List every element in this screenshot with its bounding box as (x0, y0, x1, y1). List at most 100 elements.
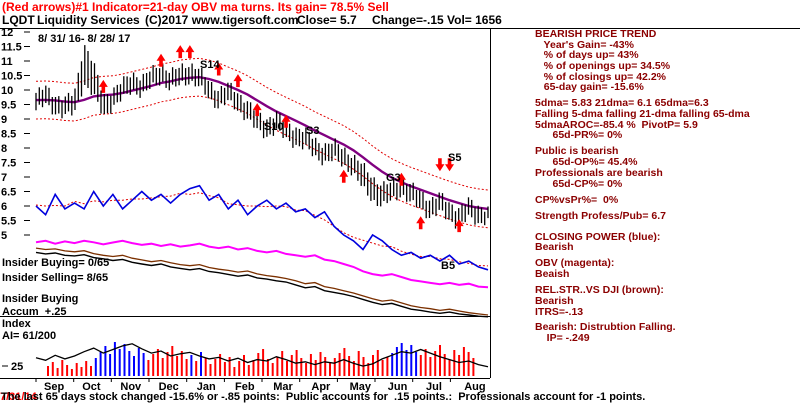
closing-power-ma (35, 192, 489, 267)
red-arrow-up (233, 74, 243, 88)
red-arrow-up (339, 169, 349, 183)
analysis-line: Year's Gain= -43% (535, 38, 634, 51)
hist-scale-label: 25 (11, 361, 23, 373)
y-axis-label: 5 (1, 230, 7, 242)
relative-strength-line (35, 247, 489, 316)
red-arrow-up (454, 219, 464, 233)
analysis-line: IP= -.249 (535, 332, 590, 345)
signal-annotation: S10 (264, 121, 284, 133)
footer-summary: The last 65 days stock changed -15.6% or… (1, 391, 646, 403)
analysis-line: ITRS=-.13 (535, 305, 584, 318)
index-label: Index (2, 318, 31, 330)
analysis-line: 5dmaAROC=-85.4 % PivotP= 5.9 (535, 118, 698, 131)
date-range-label: 8/ 31/ 16- 8/ 28/ 17 (38, 33, 130, 45)
month-label: Jul (426, 381, 442, 393)
analysis-line: Falling 5-dma falling 21-dma falling 65-… (535, 108, 750, 121)
analysis-line: Beaish (535, 268, 570, 281)
lower-band (35, 95, 489, 229)
y-axis-label: 11.5 (1, 42, 22, 54)
analysis-line: Professionals are bearish (535, 166, 663, 179)
analysis-line: 65d-PR%= 0% (535, 129, 623, 142)
red-arrow-up (416, 216, 426, 230)
y-axis-label: 10.5 (1, 71, 22, 83)
red-arrow-up (214, 62, 224, 76)
month-label: Dec (159, 381, 179, 393)
itrs-line (35, 343, 489, 368)
red-arrow-up (175, 45, 185, 59)
y-axis-label: 9.5 (1, 100, 16, 112)
month-label: Nov (120, 381, 142, 393)
volume-value: Vol= 1656 (447, 13, 502, 27)
analysis-line: BEARISH PRICE TREND (535, 28, 657, 40)
signal-annotation: S14 (200, 59, 220, 71)
y-axis-label: 7.5 (1, 158, 16, 170)
red-arrow-up (281, 114, 291, 128)
red-arrow-up (156, 53, 166, 67)
analysis-line: REL.STR..VS DJI (brown): (535, 284, 664, 297)
y-axis-label: 10 (1, 85, 13, 97)
ticker-symbol: LQDT (2, 13, 35, 27)
copyright-text: (C)2017 www.tigersoft.com (145, 13, 299, 27)
change-value: Change=-.15 (372, 13, 444, 27)
month-label: Apr (311, 381, 331, 393)
obv-line (35, 239, 489, 289)
month-label: Feb (235, 381, 255, 393)
closing-power-line (35, 184, 489, 271)
analysis-line: 65d-CP%= 0% (535, 177, 623, 190)
red-arrow-down (435, 158, 445, 172)
month-label: Aug (464, 381, 485, 393)
close-value: Close= 5.7 (297, 13, 357, 27)
signal-annotation: G3 (386, 172, 401, 184)
indicator-header: (Red arrows)#1 Indicator=21-day OBV ma t… (2, 0, 389, 14)
signal-annotation: B5 (441, 260, 455, 272)
analysis-line: CLOSING POWER (blue): (535, 230, 661, 243)
accum-label: Accum +.25 (2, 306, 67, 318)
y-axis-label: 8 (1, 143, 7, 155)
y-axis-label: 6.5 (1, 187, 16, 199)
analysis-line: Strength Profess/Pub= 6.7 (535, 209, 666, 222)
y-axis-label: 5.5 (1, 216, 16, 228)
upper-band (35, 57, 489, 191)
analysis-line: % of closings up= 42.2% (535, 70, 666, 83)
analysis-line: 65-day gain= -15.6% (535, 81, 644, 94)
analysis-line: Public is bearish (535, 145, 619, 158)
analysis-panel: BEARISH PRICE TREND Year's Gain= -43% % … (535, 29, 799, 344)
y-axis-label: 11 (1, 56, 13, 68)
insider-selling-count: Insider Selling= 8/65 (2, 272, 109, 284)
month-label: Jan (197, 381, 216, 393)
insider-buying-title: Insider Buying (2, 293, 79, 305)
y-axis-label: 7 (1, 172, 7, 184)
month-label: Jun (388, 381, 408, 393)
red-arrow-up (185, 45, 195, 59)
analysis-line: Bearish (535, 241, 574, 254)
analysis-line: OBV (magenta): (535, 257, 615, 270)
analysis-line: CP%vsPr%= 0% (535, 193, 619, 206)
company-name: Liquidity Services (37, 13, 140, 27)
y-axis-label: 12 (1, 27, 13, 39)
accumulation-line (35, 251, 489, 318)
y-axis-label: 9 (1, 114, 7, 126)
signal-annotation: S5 (448, 152, 461, 164)
footer-date-fragment: 7/31/14 (0, 391, 37, 403)
analysis-line: Bearish (535, 294, 574, 307)
analysis-line: % of days up= 43% (535, 49, 639, 62)
month-label: Sep (44, 381, 64, 393)
y-axis-label: 8.5 (1, 129, 16, 141)
y-axis-label: 6 (1, 201, 7, 213)
insider-buying-count: Insider Buying= 0/65 (2, 257, 110, 269)
red-arrow-up (252, 103, 262, 117)
red-arrow-down (445, 158, 455, 172)
analysis-line: % of openings up= 34.5% (535, 60, 671, 73)
month-label: Mar (273, 381, 293, 393)
ai-value: AI= 61/200 (2, 330, 57, 342)
analysis-line: Bearish: Distrubtion Falling. (535, 321, 676, 334)
red-arrow-up (98, 79, 108, 93)
signal-annotation: S3 (306, 125, 319, 137)
analysis-line: 65d-OP%= 45.4% (535, 156, 638, 169)
month-label: May (350, 381, 372, 393)
analysis-line: 5dma= 5.83 21dma= 6.1 65dma=6.3 (535, 97, 709, 110)
red-arrow-up (396, 172, 406, 186)
month-label: Oct (82, 381, 101, 393)
